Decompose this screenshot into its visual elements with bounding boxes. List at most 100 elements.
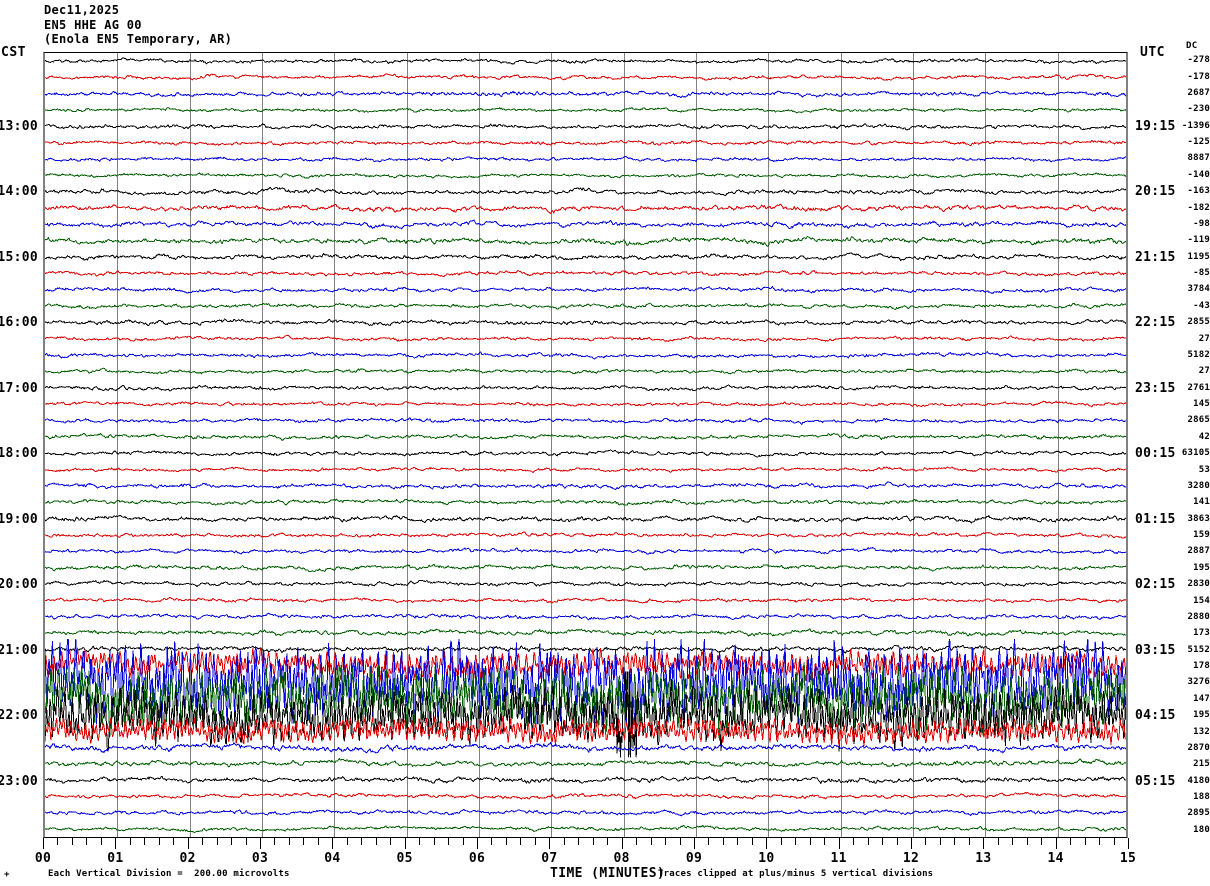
x-tick-minor — [419, 838, 421, 845]
utc-time-label: 19:15 — [1135, 118, 1176, 134]
x-tick-major — [983, 838, 985, 849]
dc-value: 180 — [1193, 824, 1210, 835]
gridline-minute-12 — [913, 53, 914, 837]
cst-time-label: 22:00 — [0, 708, 38, 724]
x-tick-minor — [231, 838, 233, 845]
dc-value: -125 — [1187, 137, 1210, 148]
x-tick-minor — [173, 838, 175, 845]
x-tick-minor — [274, 838, 276, 845]
trace-row-20 — [45, 384, 1126, 392]
dc-value: 2865 — [1187, 415, 1210, 426]
x-tick-label: 00 — [34, 851, 52, 866]
x-tick-label: 07 — [541, 851, 558, 866]
trace-row-16 — [45, 318, 1126, 327]
dc-value: 3280 — [1187, 480, 1210, 491]
dc-value: 2830 — [1187, 579, 1210, 590]
x-tick-label: 11 — [830, 851, 847, 866]
dc-value: -85 — [1193, 268, 1210, 279]
trace-row-13 — [45, 269, 1126, 278]
left-timezone-label: CST — [1, 45, 26, 60]
trace-canvas — [45, 57, 1126, 833]
x-tick-minor — [954, 838, 956, 845]
dc-value: 27 — [1198, 333, 1210, 344]
x-tick-minor — [448, 838, 450, 845]
utc-time-label: 02:15 — [1135, 577, 1176, 593]
trace-row-40 — [45, 671, 1126, 758]
cst-time-label: 14:00 — [0, 184, 38, 200]
dc-value: 27 — [1198, 366, 1210, 377]
x-tick-minor — [375, 838, 377, 845]
dc-value: -278 — [1187, 55, 1210, 66]
trace-row-28 — [45, 514, 1126, 524]
x-tick-label: 01 — [107, 851, 124, 866]
dc-value: -119 — [1187, 235, 1210, 246]
x-tick-major — [187, 838, 189, 849]
utc-time-label: 03:15 — [1135, 642, 1176, 658]
right-timezone-label: UTC — [1140, 45, 1165, 60]
dc-value: 2761 — [1187, 382, 1210, 393]
x-tick-minor — [216, 838, 218, 845]
x-tick-major — [838, 838, 840, 849]
cst-time-label: 20:00 — [0, 577, 38, 593]
dc-value: 2687 — [1187, 87, 1210, 98]
cst-time-label: 18:00 — [0, 446, 38, 462]
trace-row-46 — [45, 808, 1126, 817]
x-tick-major — [549, 838, 551, 849]
trace-row-24 — [45, 449, 1126, 458]
dc-value: -182 — [1187, 202, 1210, 213]
trace-row-18 — [45, 351, 1126, 360]
trace-row-9 — [45, 203, 1126, 215]
x-tick-major — [694, 838, 695, 849]
x-tick-major — [404, 838, 406, 849]
x-tick-minor — [390, 838, 392, 845]
dc-value: 1195 — [1187, 251, 1210, 262]
x-tick-minor — [462, 838, 464, 845]
x-tick-minor — [303, 838, 305, 845]
x-tick-minor — [1113, 838, 1115, 845]
header-station: (Enola EN5 Temporary, AR) — [44, 32, 233, 46]
cst-time-label: 13:00 — [0, 118, 38, 134]
trace-row-19 — [45, 367, 1126, 375]
dc-value: -98 — [1193, 218, 1210, 229]
dc-value: -140 — [1187, 169, 1210, 180]
x-tick-minor — [578, 838, 580, 845]
seismogram-plot[interactable] — [43, 52, 1128, 838]
x-tick-minor — [737, 838, 739, 845]
x-tick-minor — [288, 838, 290, 845]
dc-value: -1396 — [1181, 120, 1210, 131]
trace-row-39 — [45, 660, 1126, 741]
x-tick-minor — [809, 838, 811, 845]
trace-row-36 — [45, 644, 1126, 654]
dc-value: 154 — [1193, 595, 1210, 606]
gridline-minute-02 — [189, 53, 191, 837]
x-tick-minor — [968, 838, 970, 845]
x-tick-label: 13 — [975, 851, 992, 866]
trace-row-15 — [45, 302, 1126, 311]
dc-value: 173 — [1193, 628, 1210, 639]
x-tick-minor — [636, 838, 638, 845]
x-tick-label: 09 — [685, 851, 703, 866]
gridline-minute-07 — [551, 53, 553, 837]
utc-time-label: 01:15 — [1135, 511, 1176, 527]
x-tick-minor — [882, 838, 884, 845]
dc-value: 188 — [1193, 792, 1210, 803]
footer-tick-icon: + — [4, 870, 10, 880]
gridline-minute-10 — [768, 53, 770, 837]
dc-value: 141 — [1193, 497, 1210, 508]
x-axis-title: TIME (MINUTES) — [550, 866, 666, 881]
gridline-minute-06 — [479, 53, 480, 837]
dc-value: 4180 — [1187, 775, 1210, 786]
x-tick-minor — [708, 838, 710, 845]
x-tick-major — [115, 838, 117, 849]
trace-row-6 — [45, 155, 1126, 163]
x-tick-minor — [505, 838, 507, 845]
header-channel: EN5 HHE AG 00 — [44, 17, 142, 32]
trace-row-25 — [45, 466, 1126, 473]
x-tick-label: 12 — [902, 851, 920, 866]
cst-time-label: 19:00 — [0, 511, 38, 527]
x-tick-minor — [650, 838, 652, 845]
x-tick-major — [260, 838, 261, 849]
trace-row-23 — [45, 432, 1126, 441]
dc-value: 42 — [1198, 431, 1210, 442]
